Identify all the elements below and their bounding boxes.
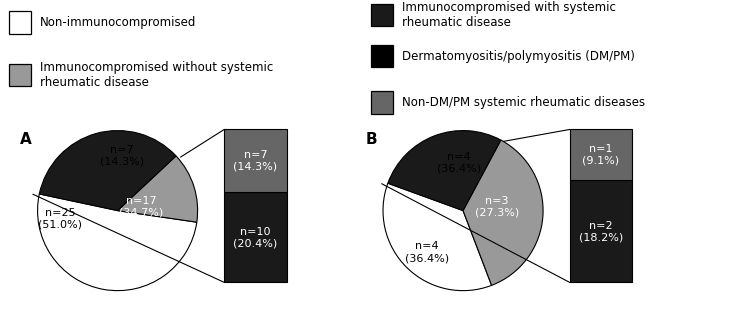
Wedge shape — [388, 130, 501, 211]
Text: Non-immunocompromised: Non-immunocompromised — [40, 16, 196, 29]
Text: n=10
(20.4%): n=10 (20.4%) — [233, 227, 278, 248]
Text: B: B — [365, 132, 377, 147]
Text: Dermatomyositis/polymyositis (DM/PM): Dermatomyositis/polymyositis (DM/PM) — [402, 50, 635, 63]
Text: Immunocompromised without systemic
rheumatic disease: Immunocompromised without systemic rheum… — [40, 61, 273, 89]
Wedge shape — [39, 130, 176, 211]
Text: n=4
(36.4%): n=4 (36.4%) — [405, 241, 449, 263]
Text: n=1
(9.1%): n=1 (9.1%) — [582, 144, 620, 166]
Text: n=4
(36.4%): n=4 (36.4%) — [437, 152, 481, 173]
Text: n=25
(51.0%): n=25 (51.0%) — [38, 208, 82, 229]
Text: n=7
(14.3%): n=7 (14.3%) — [99, 145, 143, 167]
Text: Non-DM/PM systemic rheumatic diseases: Non-DM/PM systemic rheumatic diseases — [402, 96, 645, 109]
Text: n=7
(14.3%): n=7 (14.3%) — [233, 150, 278, 172]
Bar — [371, 91, 393, 114]
Bar — [371, 4, 393, 26]
Bar — [9, 64, 31, 86]
Text: A: A — [20, 132, 32, 147]
Bar — [371, 45, 393, 67]
Text: n=3
(27.3%): n=3 (27.3%) — [475, 196, 519, 217]
Wedge shape — [37, 194, 197, 291]
Wedge shape — [118, 156, 198, 222]
Text: n=2
(18.2%): n=2 (18.2%) — [578, 221, 623, 242]
Wedge shape — [463, 140, 543, 285]
Text: Immunocompromised with systemic
rheumatic disease: Immunocompromised with systemic rheumati… — [402, 1, 616, 29]
Text: n=17
(34.7%): n=17 (34.7%) — [120, 196, 164, 217]
Bar — [9, 11, 31, 34]
Wedge shape — [383, 183, 492, 291]
